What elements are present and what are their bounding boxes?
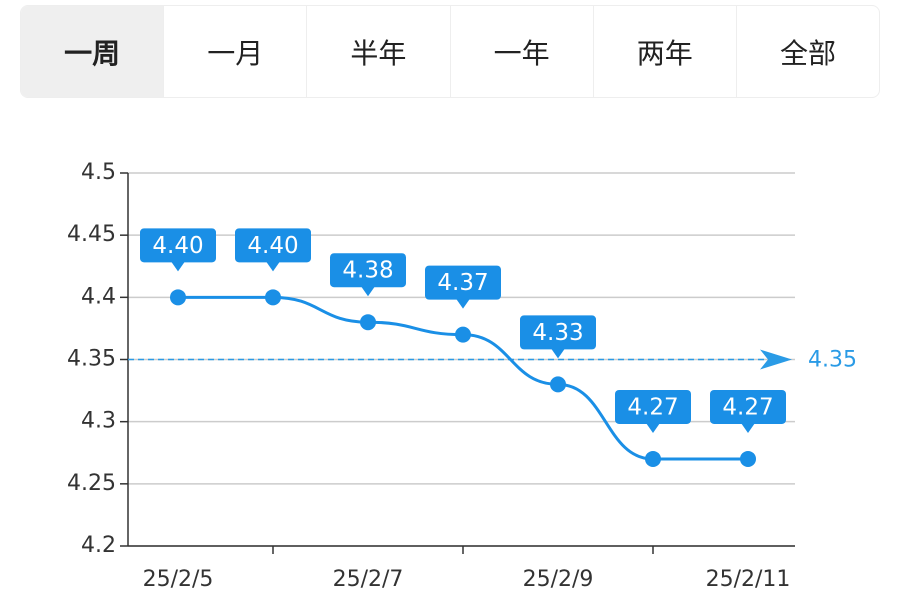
value-label: 4.27 <box>627 394 678 420</box>
x-tick-label: 25/2/9 <box>523 567 594 592</box>
y-tick-label: 4.4 <box>81 284 116 309</box>
chart: 4.2 4.25 4.3 4.35 4.4 4.45 4.5 25/2/5 25/2/7 25/2… <box>0 0 921 601</box>
y-tick-label: 4.3 <box>81 409 116 434</box>
point <box>645 451 661 467</box>
value-label: 4.37 <box>437 270 488 296</box>
value-label: 4.38 <box>342 258 393 284</box>
y-tick-label: 4.45 <box>67 222 116 247</box>
value-label: 4.33 <box>532 320 583 346</box>
x-tick-label: 25/2/7 <box>333 567 404 592</box>
callout-pointer <box>646 423 660 433</box>
y-tick-label: 4.2 <box>81 533 116 558</box>
page: {"tabs": ["一周", "一月", "半年", "一年", "两年", … <box>0 0 921 601</box>
line <box>178 297 748 459</box>
point <box>455 327 471 343</box>
callout-pointer <box>551 348 565 358</box>
reference-label: 4.35 <box>808 348 857 373</box>
y-tick-label: 4.35 <box>67 347 116 372</box>
callout-pointer <box>361 286 375 296</box>
value-label: 4.40 <box>152 233 203 259</box>
y-tick-label: 4.25 <box>67 471 116 496</box>
callout-pointer <box>741 423 755 433</box>
value-label: 4.40 <box>247 233 298 259</box>
point <box>550 376 566 392</box>
y-tick-label: 4.5 <box>81 160 116 185</box>
point <box>360 314 376 330</box>
x-tick-label: 25/2/11 <box>706 567 791 592</box>
x-tick-label: 25/2/5 <box>143 567 214 592</box>
callout-pointer <box>456 299 470 309</box>
callout-pointer <box>171 261 185 271</box>
point <box>265 289 281 305</box>
point <box>740 451 756 467</box>
point <box>170 289 186 305</box>
value-label: 4.27 <box>722 394 773 420</box>
callout-pointer <box>266 261 280 271</box>
